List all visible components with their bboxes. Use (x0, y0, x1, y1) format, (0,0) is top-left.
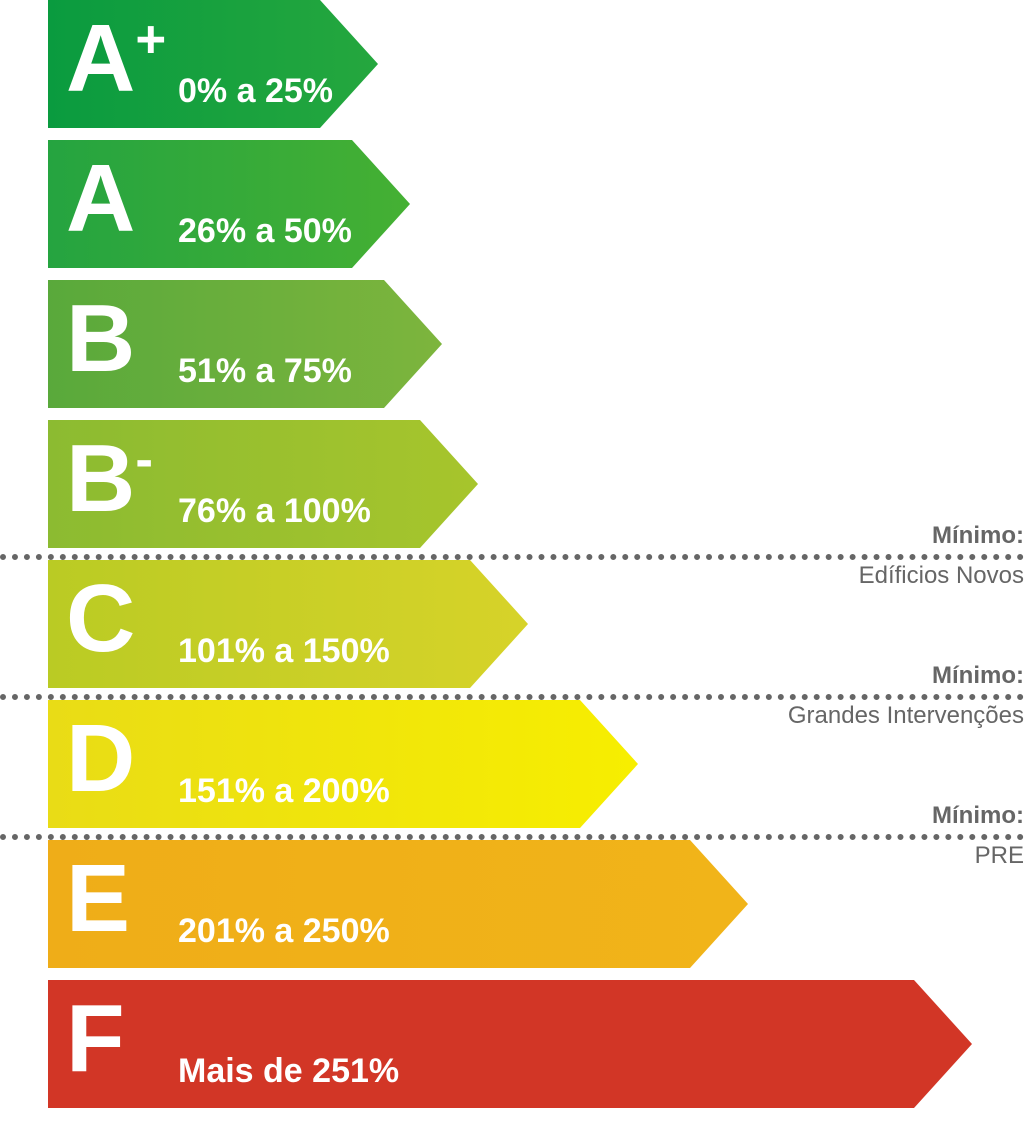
rating-grade-label: D (66, 711, 135, 807)
rating-grade-suffix: - (135, 434, 153, 487)
threshold-divider (0, 554, 1024, 560)
rating-bar-c: C 101% a 150% (48, 560, 528, 688)
threshold-label: Mínimo: (932, 522, 1024, 551)
rating-range-label: 76% a 100% (178, 494, 371, 528)
rating-range-label: 51% a 75% (178, 354, 352, 388)
rating-grade-letter: A (66, 11, 135, 107)
rating-grade-label: F (66, 991, 125, 1087)
rating-grade-label: A+ (66, 11, 166, 107)
rating-bar-a: A 26% a 50% (48, 140, 410, 268)
rating-range-label: 26% a 50% (178, 214, 352, 248)
threshold-divider (0, 834, 1024, 840)
rating-range-label: 151% a 200% (178, 774, 390, 808)
rating-grade-letter: A (66, 151, 135, 247)
rating-grade-suffix: + (135, 14, 166, 67)
rating-grade-letter: F (66, 991, 125, 1087)
rating-bar-f: F Mais de 251% (48, 980, 972, 1108)
threshold-sublabel: PRE (975, 842, 1024, 871)
threshold-label: Mínimo: (932, 802, 1024, 831)
rating-range-label: Mais de 251% (178, 1054, 399, 1088)
rating-grade-label: A (66, 151, 135, 247)
threshold-label: Mínimo: (932, 662, 1024, 691)
rating-bar-bminus: B-76% a 100% (48, 420, 478, 548)
rating-grade-label: C (66, 571, 135, 667)
rating-range-label: 0% a 25% (178, 74, 333, 108)
rating-bar-d: D 151% a 200% (48, 700, 638, 828)
rating-grade-label: B- (66, 431, 153, 527)
rating-grade-letter: D (66, 711, 135, 807)
rating-grade-letter: B (66, 291, 135, 387)
rating-grade-letter: B (66, 431, 135, 527)
rating-range-label: 201% a 250% (178, 914, 390, 948)
energy-rating-chart: A+0% a 25%A26% a 50%B51% a 75%B-76% a 10… (0, 0, 1024, 1133)
rating-grade-letter: C (66, 571, 135, 667)
rating-bar-aplus: A+0% a 25% (48, 0, 378, 128)
rating-grade-label: B (66, 291, 135, 387)
rating-grade-label: E (66, 851, 130, 947)
threshold-sublabel: Edíficios Novos (859, 562, 1024, 591)
threshold-sublabel: Grandes Intervenções (788, 702, 1024, 731)
rating-bar-e: E 201% a 250% (48, 840, 748, 968)
rating-grade-letter: E (66, 851, 130, 947)
rating-bar-b: B 51% a 75% (48, 280, 442, 408)
threshold-divider (0, 694, 1024, 700)
rating-range-label: 101% a 150% (178, 634, 390, 668)
